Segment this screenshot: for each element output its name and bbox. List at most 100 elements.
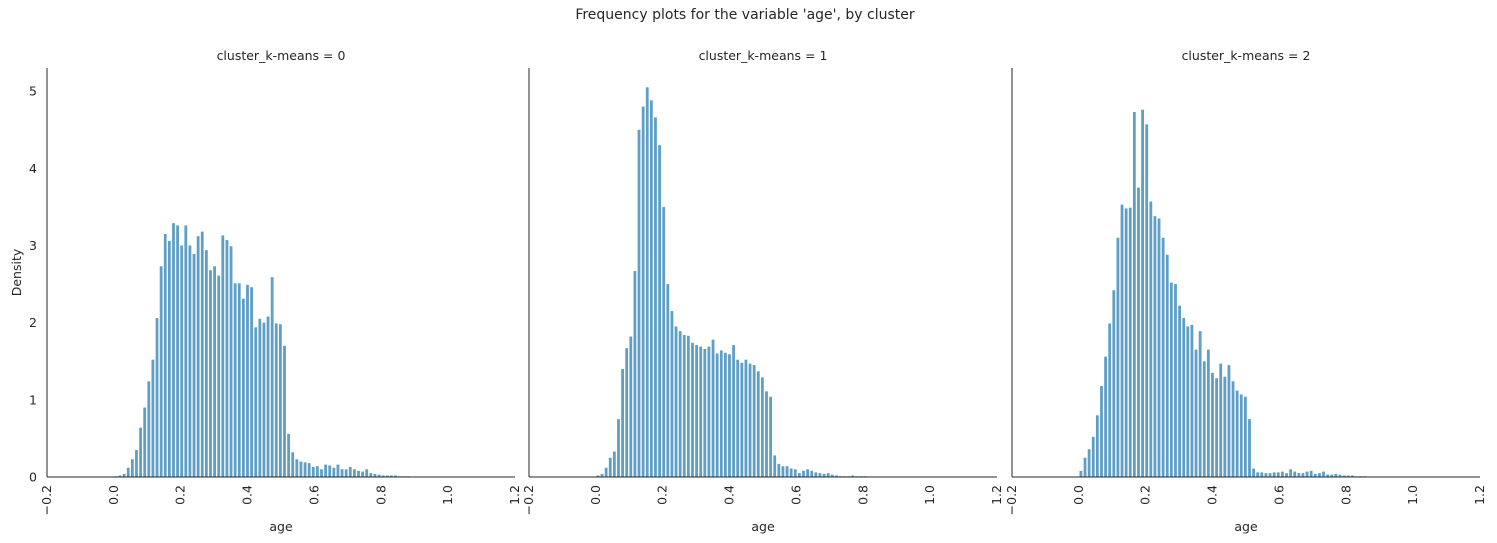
histogram-bar [246,284,249,477]
histogram-bar [674,326,678,477]
histogram-bar [1215,378,1218,477]
histogram-bar [250,287,253,477]
histogram-bar [686,335,690,477]
histogram-bar [311,466,315,477]
histogram-bar [1174,284,1177,477]
x-tick-label: 0.8 [1338,485,1353,505]
histogram-bar [1342,475,1346,477]
histogram-bar [1309,470,1313,477]
histogram-bar [773,455,777,477]
histogram-bar [1227,365,1231,477]
histogram-bar [167,240,171,477]
histogram-bar [645,87,649,477]
histogram-bar [229,246,233,477]
histogram-bar [320,469,323,477]
histogram-bar [1128,207,1132,477]
histogram-bar [1153,216,1157,478]
x-tick-label: 0.0 [588,485,603,505]
histogram-bar [1091,436,1095,477]
histogram-bar [1120,204,1124,477]
histogram-bar [237,283,241,477]
y-tick-label: 4 [29,161,37,176]
x-tick-label: 0.8 [855,485,870,505]
histogram-bar [1285,473,1288,477]
histogram-bar [315,466,319,477]
histogram-bar [699,346,703,477]
histogram-bar [1157,218,1161,478]
histogram-bar [1313,473,1317,477]
histogram-bar [180,245,184,477]
histogram-bar [777,463,781,477]
histogram-bar [789,468,793,477]
x-tick-label: −0.2 [39,485,54,515]
histogram-bar [1165,254,1169,477]
histogram-bar [1289,469,1293,477]
histogram-bar [1268,473,1272,477]
histogram-bar [662,206,666,477]
histogram-bar [711,339,715,477]
histogram-bar [1276,472,1280,477]
histogram-bar [703,348,707,477]
y-axis-label: Density [9,248,24,296]
histogram-bar [278,324,282,477]
histogram-bar [147,381,151,477]
histogram-bar [1206,349,1210,477]
histogram-bar [394,475,397,477]
histogram-bar [1322,471,1325,477]
histogram-bar [830,474,834,477]
x-tick-label: 0.4 [1205,485,1220,505]
histogram-bar [691,342,694,477]
histogram-bar [682,335,686,477]
histogram-bar [785,466,789,477]
histogram-bar [728,354,731,477]
histogram-bar [1326,474,1330,477]
x-axis-label: age [269,519,293,534]
histogram-bar [1297,473,1301,477]
x-tick-label: 1.2 [989,485,1004,505]
x-axis-label: age [1234,519,1258,534]
x-tick-label: 0.4 [240,485,255,505]
y-tick-label: 5 [29,84,37,99]
histogram-bar [283,345,286,477]
histogram-bar [258,318,262,477]
histogram-bar [143,407,147,477]
histogram-bar [126,467,130,477]
histogram-bar [670,311,674,477]
histogram-bar [1104,356,1107,477]
histogram-bar [151,359,155,477]
histogram-bar [196,236,200,477]
panel-0: cluster_k-means = 0 −0.2 0.0 0.2 0.4 0.6 0.8 1.… [9,48,522,534]
y-tick-label: 3 [29,238,37,253]
panel-1: cluster_k-means = 1 −0.2 0.0 0.2 0.4 0.6 0.8 1.… [521,48,1004,534]
histogram-bar [299,461,303,477]
histogram-bar [760,377,764,477]
histogram-bar [802,470,805,477]
histogram-bar [806,469,810,477]
histogram-bar [184,225,188,477]
histogram-bar [122,473,126,477]
histogram-bar [1161,237,1165,477]
histogram-bar [1132,111,1136,478]
histogram-bar [221,235,225,477]
histogram-bar [163,233,167,477]
histogram-bar [1149,201,1153,477]
histogram-bar [385,475,389,477]
histogram-bar [765,391,768,477]
histogram-bar [719,350,723,477]
histogram-bar [1182,318,1186,477]
histogram-bar [1186,326,1190,477]
histogram-bar [344,469,348,477]
histogram-bar [810,470,814,477]
histogram-bar [159,266,163,477]
histogram-bar [740,362,744,477]
histogram-bar [1087,449,1091,477]
histogram-bar [633,270,637,477]
y-tick-label: 2 [29,315,37,330]
histogram-bar [291,452,295,477]
x-tick-label: −0.2 [521,485,536,515]
histogram-bar [1178,305,1181,477]
x-tick-label: 1.2 [1472,485,1487,505]
x-tick-label: 0.0 [106,485,121,505]
histogram-bar [324,464,328,477]
